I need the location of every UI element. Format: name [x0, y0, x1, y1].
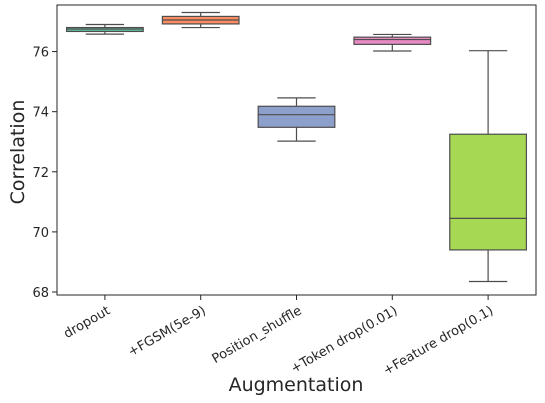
y-tick-label: 74 — [32, 106, 49, 121]
y-tick-label: 68 — [32, 286, 49, 301]
x-tick-label: +FGSM(5e-9) — [126, 303, 209, 360]
box-iqr — [449, 133, 528, 251]
y-axis-title: Correlation — [7, 100, 29, 205]
y-tick-label: 70 — [32, 226, 49, 241]
y-axis: 68 70 72 74 76 — [32, 46, 57, 301]
y-tick-label: 72 — [32, 166, 49, 181]
x-axis-title: Augmentation — [229, 374, 364, 396]
y-tick-label: 76 — [32, 46, 49, 61]
box-0 — [65, 23, 144, 35]
x-axis: dropout +FGSM(5e-9) Position_shuffle+Token… — [61, 295, 496, 379]
box-3 — [353, 33, 432, 52]
box-4 — [449, 50, 528, 283]
boxes-layer — [65, 11, 528, 283]
box-1 — [161, 11, 240, 29]
box-iqr — [257, 105, 336, 128]
box-2 — [257, 97, 336, 142]
x-tick-label: dropout — [61, 303, 113, 341]
box-iqr — [353, 36, 432, 45]
x-tick-label: Position_shuffle — [210, 303, 305, 366]
